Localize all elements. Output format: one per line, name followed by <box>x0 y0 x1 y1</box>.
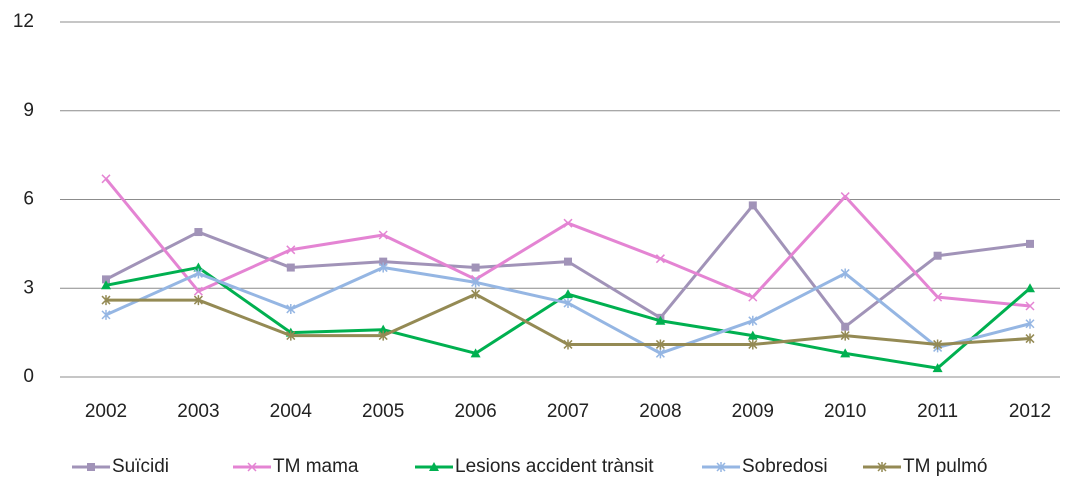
legend-label: Lesions accident trànsit <box>455 456 654 477</box>
marker <box>378 324 389 334</box>
marker <box>655 254 665 264</box>
legend-label: Sobredosi <box>742 456 828 477</box>
legend-marker <box>247 462 257 472</box>
x-tick-label: 2011 <box>917 401 958 422</box>
marker <box>748 292 758 302</box>
x-tick-label: 2006 <box>454 401 496 422</box>
marker <box>655 315 666 325</box>
marker <box>471 263 480 272</box>
marker <box>193 268 203 279</box>
marker <box>748 339 758 350</box>
marker <box>1025 333 1035 344</box>
y-tick-label: 9 <box>23 100 34 121</box>
marker <box>286 263 295 272</box>
x-tick-label: 2010 <box>824 401 866 422</box>
marker <box>471 289 481 300</box>
marker <box>193 262 204 272</box>
marker <box>933 339 943 350</box>
x-tick-label: 2008 <box>639 401 681 422</box>
y-tick-label: 6 <box>23 189 34 210</box>
legend-item: Suïcidi <box>72 456 169 477</box>
marker <box>286 245 296 255</box>
legend-marker <box>877 462 887 472</box>
x-tick-label: 2002 <box>85 401 127 422</box>
marker <box>932 363 943 373</box>
marker <box>748 201 757 210</box>
marker <box>1025 301 1035 311</box>
marker <box>655 348 665 359</box>
marker <box>933 251 942 260</box>
marker <box>194 228 203 237</box>
marker <box>193 295 203 306</box>
series-line <box>104 177 1031 308</box>
marker <box>286 303 296 314</box>
marker <box>102 275 110 284</box>
marker <box>378 230 388 240</box>
legend-item: TM pulmó <box>863 456 987 477</box>
marker <box>379 257 388 266</box>
legend-label: TM mama <box>273 456 359 477</box>
marker <box>840 192 850 202</box>
series <box>101 174 1035 311</box>
legend-marker <box>429 462 439 471</box>
y-tick-label: 0 <box>23 366 34 387</box>
legend-marker <box>716 462 726 472</box>
marker <box>655 339 665 350</box>
marker <box>101 309 111 320</box>
x-tick-label: 2009 <box>732 401 774 422</box>
legend-marker <box>87 463 95 471</box>
y-tick-label: 3 <box>23 277 34 298</box>
marker <box>471 277 481 288</box>
marker <box>933 292 943 302</box>
marker <box>378 330 388 341</box>
legend-label: Suïcidi <box>112 456 169 477</box>
marker <box>563 218 573 228</box>
marker <box>1025 318 1035 329</box>
marker <box>564 257 572 266</box>
marker <box>470 348 481 358</box>
legend-item: TM mama <box>233 456 359 477</box>
marker <box>193 286 203 296</box>
marker <box>563 339 573 350</box>
marker <box>1026 239 1034 248</box>
marker <box>840 268 850 279</box>
x-tick-label: 2005 <box>362 401 404 422</box>
marker <box>563 289 573 299</box>
x-tick-label: 2004 <box>270 401 313 422</box>
marker <box>840 330 850 341</box>
marker <box>286 330 296 341</box>
marker <box>563 298 573 309</box>
series <box>101 289 1035 350</box>
series <box>102 201 1034 331</box>
marker <box>378 262 388 273</box>
marker <box>841 322 850 331</box>
marker <box>747 330 758 340</box>
legend-item: Sobredosi <box>702 456 828 477</box>
x-tick-label: 2003 <box>177 401 219 422</box>
marker <box>101 295 111 306</box>
marker <box>840 348 851 358</box>
marker <box>1025 283 1035 293</box>
x-tick-label: 2012 <box>1009 401 1051 422</box>
legend-item: Lesions accident trànsit <box>415 456 654 477</box>
marker <box>748 315 758 326</box>
marker <box>101 280 111 290</box>
marker <box>101 174 111 184</box>
legend-label: TM pulmó <box>903 456 987 477</box>
y-tick-label: 12 <box>13 11 34 32</box>
x-tick-label: 2007 <box>547 401 589 422</box>
